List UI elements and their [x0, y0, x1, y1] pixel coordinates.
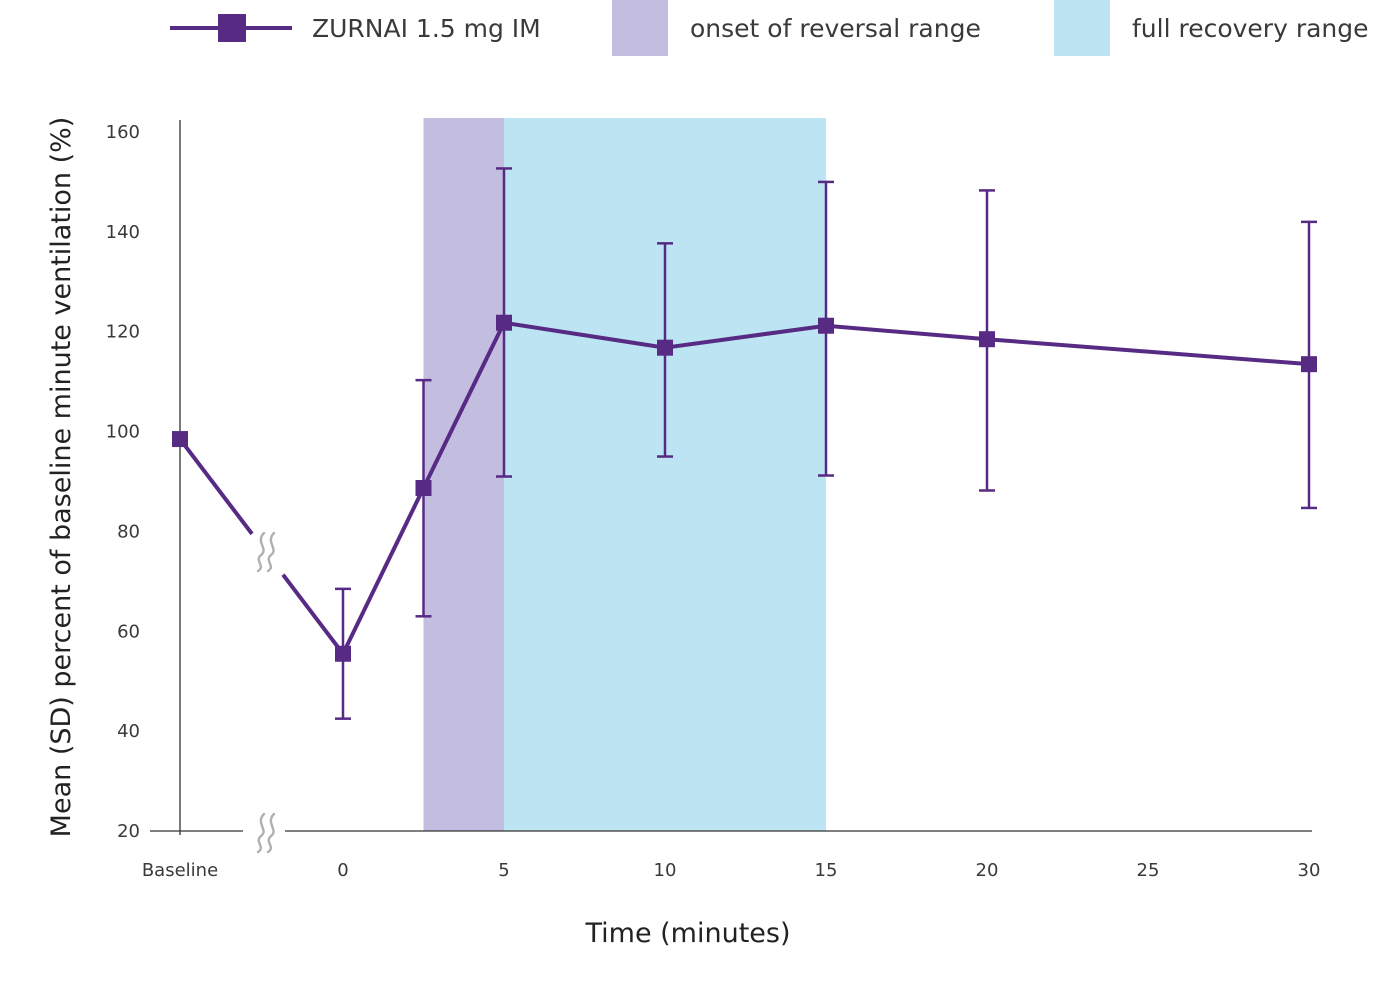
- y-tick-label: 140: [106, 222, 140, 243]
- data-point-marker: [335, 645, 351, 662]
- legend-series-marker: [218, 14, 246, 42]
- y-tick-label: 80: [117, 521, 140, 542]
- series-layer: [172, 167, 1317, 720]
- break-stroke: [266, 531, 276, 573]
- data-point-marker: [657, 339, 673, 356]
- axis-break-mark-x-axis: [256, 812, 276, 854]
- x-tick-label: 25: [1137, 860, 1160, 881]
- band-onset: [423, 118, 504, 831]
- legend-item-series: ZURNAI 1.5 mg IM: [170, 0, 541, 56]
- x-tick-label: 0: [337, 860, 348, 881]
- data-point-marker: [818, 317, 834, 334]
- y-axis-title: Mean (SD) percent of baseline minute ven…: [46, 117, 77, 838]
- data-point-marker: [979, 331, 995, 348]
- legend-onset-label: onset of reversal range: [690, 13, 981, 43]
- legend-recovery-label: full recovery range: [1132, 13, 1369, 43]
- break-stroke: [266, 812, 276, 854]
- data-point-marker: [1301, 356, 1317, 373]
- legend-recovery-swatch: [1054, 0, 1110, 56]
- data-point-marker: [496, 314, 512, 331]
- chart-legend: ZURNAI 1.5 mg IM onset of reversal range…: [0, 0, 1376, 56]
- x-axis-title: Time (minutes): [584, 918, 790, 949]
- error-bar: [415, 378, 432, 618]
- legend-item-recovery: full recovery range: [1054, 0, 1369, 56]
- x-tick-label: Baseline: [142, 860, 218, 881]
- y-tick-label: 60: [117, 621, 140, 642]
- data-point-marker: [172, 431, 188, 448]
- y-tick-label: 40: [117, 721, 140, 742]
- legend-series-label: ZURNAI 1.5 mg IM: [312, 13, 541, 43]
- series-line: [281, 320, 1310, 656]
- data-point-marker: [415, 479, 432, 496]
- y-tick-label: 160: [106, 122, 140, 143]
- y-tick-label: 120: [106, 322, 140, 343]
- series-line-segment: [178, 437, 254, 536]
- x-tick-label: 30: [1298, 860, 1321, 881]
- x-tick-label: 15: [815, 860, 838, 881]
- x-tick-label: 20: [976, 860, 999, 881]
- legend-series-swatch: [170, 0, 292, 56]
- bands-layer: [423, 118, 826, 831]
- x-tick-label: 5: [498, 860, 509, 881]
- y-tick-label: 20: [117, 821, 140, 842]
- break-stroke: [256, 531, 266, 573]
- legend-onset-swatch: [612, 0, 668, 56]
- x-tick-label: 10: [654, 860, 677, 881]
- band-recovery: [504, 118, 826, 831]
- axes-layer: 20 40 60 80 100 120 140 160 Baseline 0 5 10 15 20 25 30: [106, 120, 1321, 881]
- legend-item-onset: onset of reversal range: [612, 0, 981, 56]
- break-stroke: [256, 812, 266, 854]
- y-tick-label: 100: [106, 422, 140, 443]
- axis-break-mark-series: [256, 531, 276, 573]
